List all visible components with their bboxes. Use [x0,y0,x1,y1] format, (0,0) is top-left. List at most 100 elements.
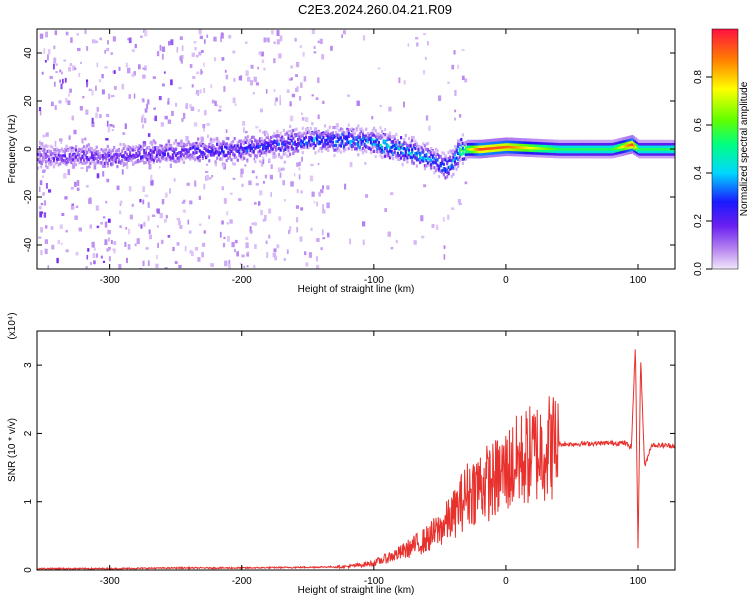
ridge-cell [152,160,155,164]
noise-cell [38,107,42,112]
noise-cell [311,191,315,197]
ridge-cell [292,141,295,146]
noise-cell [290,144,293,147]
ridge-cell [433,161,436,165]
ridge-cell [83,150,86,154]
ridge-cell [479,152,482,156]
ridge-cell [544,144,547,148]
spectrogram-ytick-label: 40 [23,47,34,59]
ridge-cell [381,148,384,152]
ridge-cell [446,168,449,172]
noise-cell [105,138,109,141]
ridge-cell [636,153,639,157]
ridge-cell [541,154,544,158]
ridge-cell [512,137,515,141]
ridge-cell [357,153,360,157]
ridge-cell [590,144,593,149]
noise-cell [300,82,303,88]
noise-cell [431,224,435,228]
noise-cell [204,170,209,173]
ridge-cell [610,139,613,143]
noise-cell [157,242,159,248]
ridge-cell [374,135,377,139]
ridge-cell [314,136,317,140]
ridge-cell [617,148,620,152]
noise-cell [270,192,272,197]
ridge-cell [533,141,536,145]
ridge-cell [46,144,49,148]
ridge-cell [550,139,553,143]
noise-cell [319,38,323,44]
noise-cell [170,79,173,86]
ridge-cell [338,137,341,141]
ridge-cell [636,146,639,150]
ridge-cell [198,142,201,146]
ridge-cell [582,155,585,159]
snr-ytick-label: 1 [23,498,34,504]
noise-cell [315,256,319,262]
ridge-cell [143,149,146,153]
ridge-cell [400,136,403,140]
ridge-cell [528,153,531,157]
noise-cell [257,66,259,70]
ridge-cell [457,158,460,162]
noise-cell [241,153,244,160]
noise-cell [54,105,57,110]
ridge-cell [176,143,179,147]
ridge-cell [193,147,197,151]
noise-cell [461,49,465,52]
ridge-cell [601,152,604,156]
ridge-cell [547,147,550,151]
ridge-cell [398,154,401,158]
ridge-cell [243,147,246,151]
noise-cell [433,159,436,163]
noise-cell [313,127,318,133]
ridge-cell [222,150,225,154]
noise-cell [390,192,394,196]
ridge-cell [325,147,328,151]
noise-cell [67,169,71,176]
ridge-cell [92,160,95,164]
ridge-cell [274,145,277,149]
noise-cell [220,32,224,39]
snr-xtick-label: -200 [232,576,252,587]
ridge-cell [227,137,230,141]
ridge-cell [195,156,198,160]
noise-cell [58,100,62,104]
ridge-cell [644,139,647,143]
ridge-cell [612,144,615,148]
ridge-cell [474,152,477,156]
ridge-cell [87,148,90,152]
noise-cell [298,161,301,166]
noise-cell [109,124,113,127]
ridge-cell [569,150,572,154]
noise-cell [428,125,431,131]
ridge-cell [420,146,423,150]
ridge-cell [577,150,580,154]
ridge-cell [426,141,430,146]
noise-cell [255,82,259,86]
ridge-cell [666,142,669,146]
ridge-cell [458,158,461,162]
ridge-cell [480,139,483,143]
ridge-cell [387,150,390,154]
ridge-cell [401,153,404,158]
noise-cell [162,83,165,87]
noise-cell [425,115,429,121]
noise-cell [423,70,425,75]
noise-cell [420,215,424,222]
ridge-cell [471,150,474,154]
ridge-cell [595,142,598,146]
ridge-cell [593,139,596,143]
ridge-cell [428,163,431,167]
noise-cell [296,217,299,223]
ridge-cell [51,161,54,165]
ridge-cell [629,150,632,154]
ridge-cell [128,157,132,161]
ridge-cell [549,141,552,146]
ridge-cell [423,156,426,160]
ridge-cell [263,146,266,150]
noise-cell [196,71,200,75]
ridge-cell [574,147,577,151]
ridge-cell [628,138,631,142]
